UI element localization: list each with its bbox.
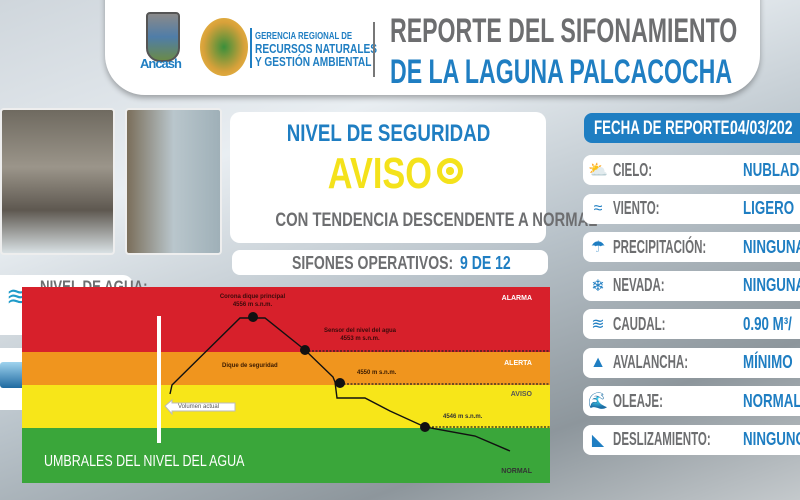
security-trend: CON TENDENCIA DESCENDENTE A NORMAL — [275, 210, 598, 231]
security-level: AVISO — [327, 149, 433, 198]
page-title: REPORTE DEL SIFONAMIENTO DE LA LAGUNA PA… — [390, 12, 738, 91]
level-markers — [248, 312, 430, 432]
gerencia-logo — [200, 18, 248, 76]
elev-4550-label: 4550 m s.n.m. — [357, 370, 397, 376]
landslide-icon: ◣ — [591, 431, 605, 449]
sensor-label: Sensor del nivel del agua 4553 m s.n.m. — [323, 328, 397, 342]
dam-profile-line — [169, 317, 511, 452]
ancash-logo: Ancash — [140, 12, 185, 74]
rain-cloud-icon: ☂ — [590, 239, 606, 256]
divider — [373, 22, 375, 77]
wind-icon: ≈ — [593, 199, 603, 217]
gauge-photo — [125, 108, 222, 255]
condition-row-cielo: ⛅CIELO:NUBLADO — [583, 155, 800, 185]
condition-row-caudal: ≋ CAUDAL: 0.90 M³/ — [583, 309, 800, 339]
band-normal: NORMAL — [22, 428, 550, 483]
water-volume-card: VOLUMEN DE AGUA: 16 214 814 M³ — [0, 348, 159, 410]
condition-row-nevada: ❄ NEVADA: NINGUNA — [583, 270, 800, 301]
threshold-lines — [305, 350, 550, 428]
volume-bar — [157, 316, 161, 443]
safety-dike-label: Dique de seguridad — [222, 363, 278, 369]
target-icon — [436, 158, 463, 184]
current-volume-arrow — [164, 398, 236, 416]
water-sensor-icon: ≋ — [6, 281, 28, 311]
water-level-card: ≋ NIVEL DE AGUA: 5.49 M (DISTANCIA HASTA… — [0, 275, 148, 335]
siphons-panel: SIFONES OPERATIVOS: 9 DE 12 — [232, 250, 548, 275]
avalanche-icon: ▲ — [590, 353, 606, 371]
current-volume-label: Volumen actual — [178, 404, 220, 410]
security-title: NIVEL DE SEGURIDAD — [286, 120, 490, 147]
diagram-title: UMBRALES DEL NIVEL DEL AGUA — [44, 453, 245, 470]
crest-label: Corona dique principal 4556 m s.n.m. — [219, 294, 286, 308]
report-date-bar: FECHA DE REPORTE: 04/03/202 — [584, 113, 800, 143]
gerencia-name: GERENCIA REGIONAL DE RECURSOS NATURALES … — [250, 28, 412, 68]
condition-row-viento: ≈ VIENTO: LIGERO — [583, 193, 800, 224]
condition-row-oleaje: 🌊 OLEAJE: NORMAL — [583, 386, 800, 416]
wave-icon: 🌊 — [588, 393, 608, 410]
condition-row-avalancha: ▲ AVALANCHA: MÍNIMO — [583, 347, 800, 378]
condition-row-deslizamiento: ◣ DESLIZAMIENTO: NINGUNO — [583, 424, 800, 455]
cloud-sun-icon: ⛅ — [588, 162, 608, 179]
siphon-photo — [0, 108, 115, 255]
snowflake-icon: ❄ — [591, 277, 605, 295]
security-panel: NIVEL DE SEGURIDAD AVISO CON TENDENCIA D… — [230, 112, 597, 243]
elev-4546-label: 4546 m s.n.m. — [443, 414, 483, 420]
tank-icon — [0, 362, 26, 388]
river-icon: ≋ — [591, 316, 605, 333]
condition-row-precipitación: ☂ PRECIPITACIÓN: NINGUNA — [583, 232, 800, 262]
